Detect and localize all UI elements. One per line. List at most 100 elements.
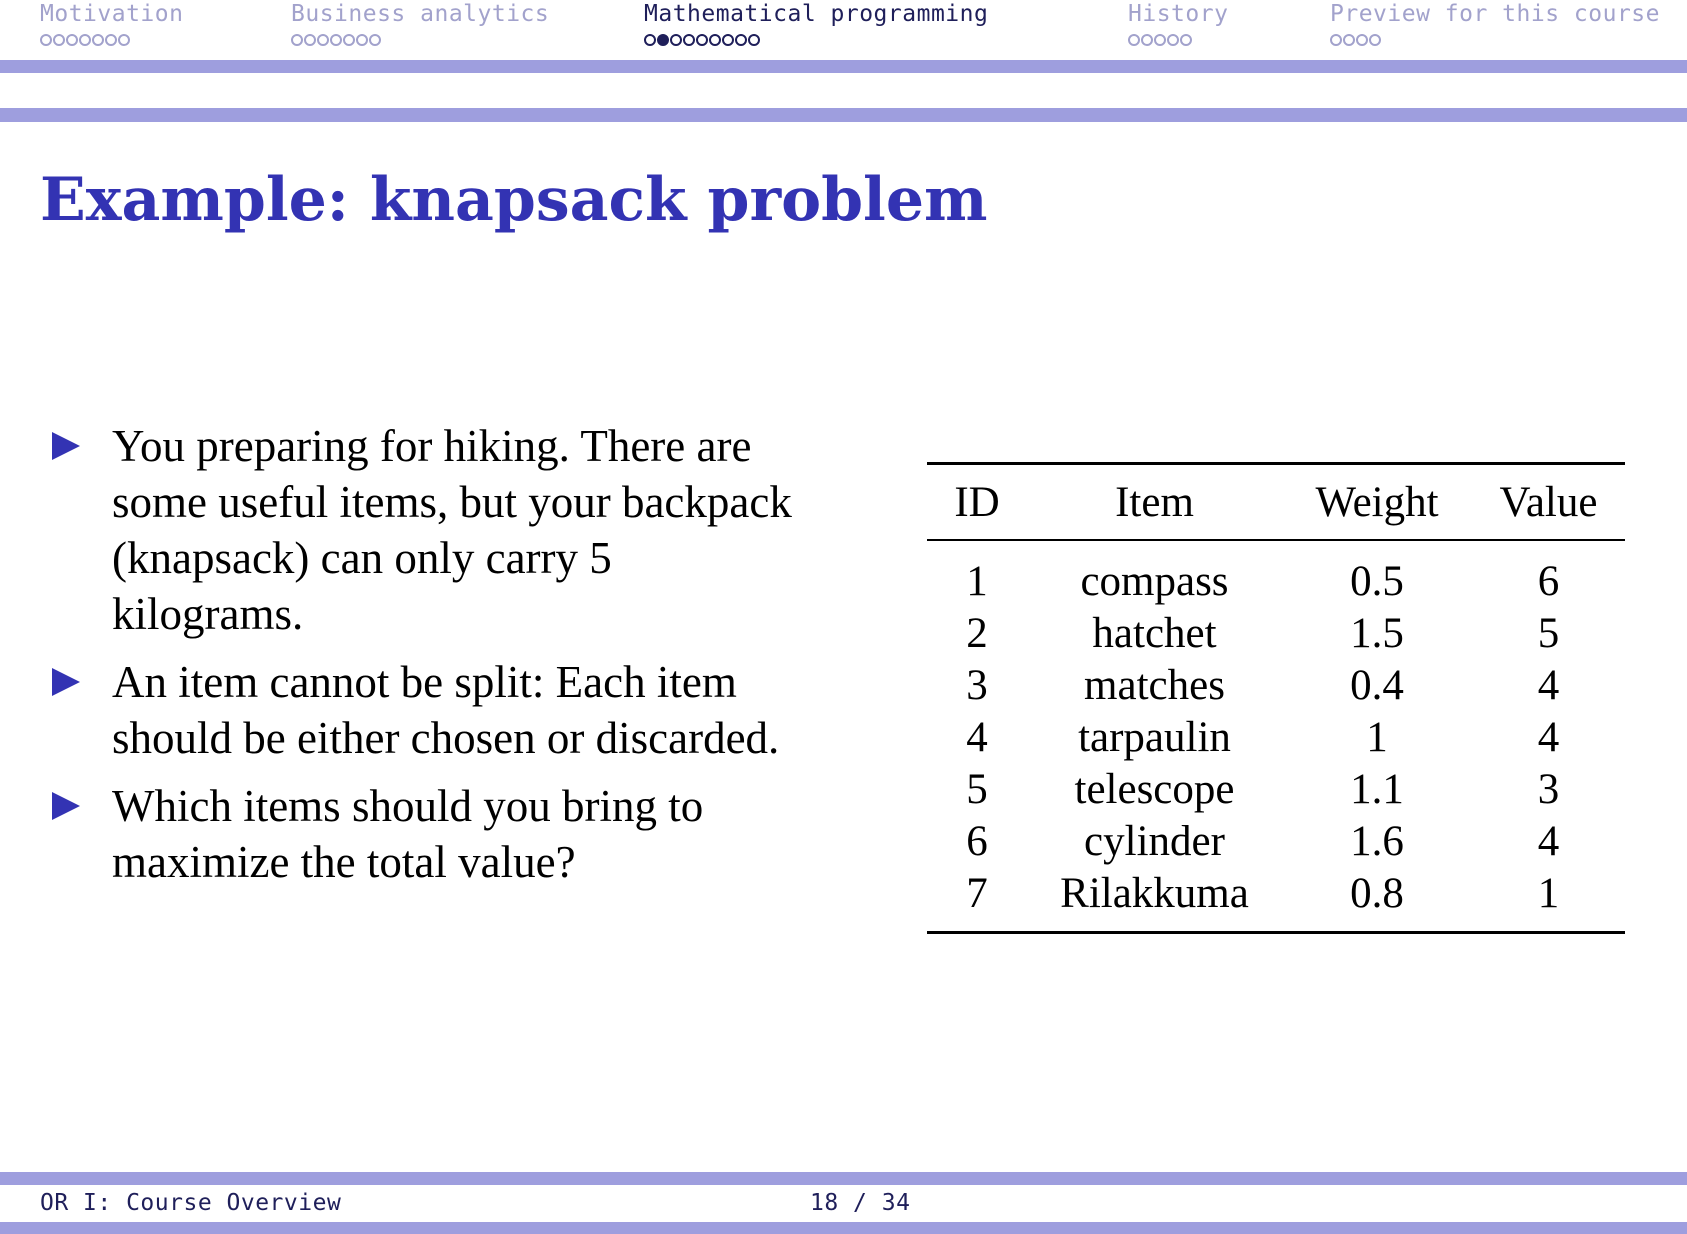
table-row: 5 telescope 1.1 3 xyxy=(927,763,1625,815)
frame-dot[interactable] xyxy=(1330,34,1342,46)
frame-dot[interactable] xyxy=(304,34,316,46)
cell-value: 4 xyxy=(1537,713,1560,761)
frame-dot[interactable] xyxy=(317,34,329,46)
cell-weight: 0.5 xyxy=(1350,557,1404,605)
nav-section-motivation[interactable]: Motivation xyxy=(40,0,183,50)
nav-section-label: Mathematical programming xyxy=(644,1,989,27)
frame-dot[interactable] xyxy=(53,34,65,46)
frame-dot[interactable] xyxy=(1128,34,1140,46)
triangle-right-icon xyxy=(52,792,80,820)
table-row: 6 cylinder 1.6 4 xyxy=(927,815,1625,867)
cell-id: 1 xyxy=(966,557,988,605)
cell-weight: 1.5 xyxy=(1350,609,1404,657)
cell-id: 3 xyxy=(966,661,988,709)
table-row: 4 tarpaulin 1 4 xyxy=(927,711,1625,763)
nav-frame-dots xyxy=(40,30,183,50)
table-header: ID Item Weight Value xyxy=(927,463,1625,540)
triangle-right-icon xyxy=(52,668,80,696)
frame-dot[interactable] xyxy=(40,34,52,46)
nav-section-business-analytics[interactable]: Business analytics xyxy=(291,0,549,50)
cell-id: 4 xyxy=(966,713,988,761)
footer-band-upper xyxy=(0,1172,1687,1185)
cell-weight: 1.6 xyxy=(1350,817,1404,865)
header-band-upper xyxy=(0,60,1687,73)
nav-section-preview-for-this-course[interactable]: Preview for this course xyxy=(1330,0,1660,50)
frame-dot[interactable] xyxy=(1343,34,1355,46)
cell-value: 4 xyxy=(1537,817,1560,865)
frame-dot[interactable] xyxy=(735,34,747,46)
cell-item: compass xyxy=(1080,557,1229,605)
nav-frame-dots xyxy=(1330,30,1660,50)
frame-dot[interactable] xyxy=(670,34,682,46)
frame-dot[interactable] xyxy=(1180,34,1192,46)
nav-frame-dots xyxy=(1128,30,1228,50)
page-number: 18 / 34 xyxy=(810,1190,911,1216)
bullet-item: You preparing for hiking. There are some… xyxy=(52,418,812,642)
frame-dot[interactable] xyxy=(1154,34,1166,46)
current-frame-dot[interactable] xyxy=(657,34,669,46)
bullet-item: An item cannot be split: Each item shoul… xyxy=(52,654,812,766)
nav-section-label: Preview for this course xyxy=(1330,1,1660,27)
nav-section-label: Motivation xyxy=(40,1,184,27)
table-row: 1 compass 0.5 6 xyxy=(927,540,1625,607)
cell-weight: 0.8 xyxy=(1350,869,1404,917)
header-band-lower xyxy=(0,108,1687,122)
frame-dot[interactable] xyxy=(66,34,78,46)
cell-id: 6 xyxy=(966,817,988,865)
nav-section-history[interactable]: History xyxy=(1128,0,1228,50)
cell-item: matches xyxy=(1084,661,1225,709)
footer: OR I: Course Overview 18 / 34 xyxy=(0,1185,1687,1222)
slide-title: Example: knapsack problem xyxy=(40,165,988,235)
column-header-item: Item xyxy=(1115,478,1194,526)
column-header-weight: Weight xyxy=(1315,478,1439,526)
frame-dot[interactable] xyxy=(1356,34,1368,46)
table-row: 3 matches 0.4 4 xyxy=(927,659,1625,711)
frame-dot[interactable] xyxy=(343,34,355,46)
cell-weight: 1 xyxy=(1366,713,1388,761)
frame-dot[interactable] xyxy=(356,34,368,46)
cell-item: hatchet xyxy=(1092,609,1217,657)
cell-weight: 1.1 xyxy=(1350,765,1404,813)
frame-dot[interactable] xyxy=(369,34,381,46)
nav-frame-dots xyxy=(644,30,988,50)
cell-item: tarpaulin xyxy=(1078,713,1231,761)
frame-dot[interactable] xyxy=(722,34,734,46)
table-row: 7 Rilakkuma 0.8 1 xyxy=(927,867,1625,933)
nav-section-mathematical-programming[interactable]: Mathematical programming xyxy=(644,0,988,50)
cell-weight: 0.4 xyxy=(1350,661,1404,709)
cell-value: 6 xyxy=(1537,557,1560,605)
cell-item: Rilakkuma xyxy=(1060,869,1249,917)
table-header-row: ID Item Weight Value xyxy=(927,463,1625,540)
frame-dot[interactable] xyxy=(1369,34,1381,46)
frame-dot[interactable] xyxy=(683,34,695,46)
cell-id: 2 xyxy=(966,609,988,657)
frame-dot[interactable] xyxy=(644,34,656,46)
bullet-text: You preparing for hiking. There are some… xyxy=(112,421,792,639)
cell-id: 5 xyxy=(966,765,988,813)
cell-item: telescope xyxy=(1074,765,1235,813)
frame-dot[interactable] xyxy=(291,34,303,46)
frame-dot[interactable] xyxy=(118,34,130,46)
cell-value: 1 xyxy=(1537,869,1560,917)
triangle-right-icon xyxy=(52,432,80,460)
frame-dot[interactable] xyxy=(1167,34,1179,46)
frame-dot[interactable] xyxy=(92,34,104,46)
frame-dot[interactable] xyxy=(748,34,760,46)
nav-section-label: History xyxy=(1128,1,1229,27)
cell-item: cylinder xyxy=(1084,817,1225,865)
column-header-id: ID xyxy=(954,478,1000,526)
bullet-list: You preparing for hiking. There are some… xyxy=(52,418,812,902)
frame-dot[interactable] xyxy=(330,34,342,46)
cell-id: 7 xyxy=(966,869,988,917)
frame-dot[interactable] xyxy=(1141,34,1153,46)
bullet-item: Which items should you bring to maximize… xyxy=(52,778,812,890)
section-navigation: Motivation Business analytics Mathematic… xyxy=(0,0,1687,60)
footer-band-lower xyxy=(0,1222,1687,1234)
cell-value: 5 xyxy=(1537,609,1560,657)
frame-dot[interactable] xyxy=(105,34,117,46)
frame-dot[interactable] xyxy=(696,34,708,46)
items-table: ID Item Weight Value 1 compass 0.5 6 2 h… xyxy=(927,462,1625,934)
frame-dot[interactable] xyxy=(79,34,91,46)
frame-dot[interactable] xyxy=(709,34,721,46)
table-body: 1 compass 0.5 6 2 hatchet 1.5 5 3 matche… xyxy=(927,540,1625,933)
